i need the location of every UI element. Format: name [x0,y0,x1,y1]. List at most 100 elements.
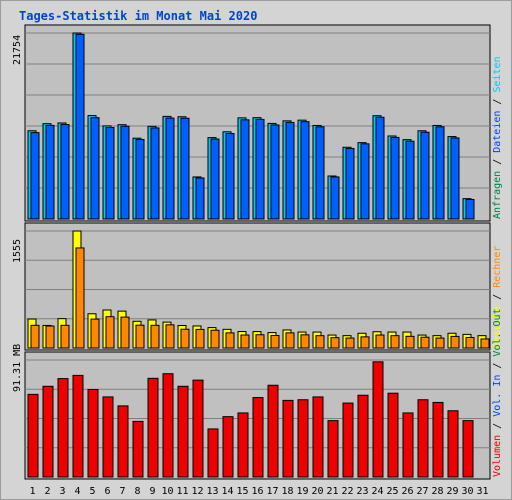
bar-top-dateien-3 [61,125,69,219]
bar-middle-rechner-29 [451,336,459,348]
bar-bottom-volumen-16 [253,398,263,477]
bar-bottom-volumen-17 [268,385,278,477]
x-tick-label-24: 24 [371,486,383,497]
bar-middle-rechner-8 [136,325,144,348]
bar-middle-rechner-22 [346,338,354,348]
bar-top-dateien-2 [46,125,54,219]
bar-middle-rechner-23 [361,337,369,348]
bar-bottom-volumen-12 [193,380,203,477]
bar-middle-rechner-5 [91,319,99,348]
bar-bottom-volumen-15 [238,413,248,477]
legend-separator: / [492,417,503,435]
x-tick-label-16: 16 [251,486,263,497]
x-tick-label-29: 29 [446,486,458,497]
legend-entry: Vol. In [492,375,503,417]
bar-top-dateien-24 [376,117,384,219]
legend-entry: Anfragen [492,171,503,219]
bar-top-dateien-17 [271,125,279,219]
x-tick-label-13: 13 [206,486,218,497]
bar-middle-rechner-14 [226,333,234,348]
bar-bottom-volumen-3 [58,379,68,477]
bar-bottom-volumen-9 [148,378,158,477]
x-tick-label-21: 21 [326,486,338,497]
x-tick-label-30: 30 [461,486,473,497]
bar-bottom-volumen-6 [103,397,113,477]
x-tick-label-12: 12 [191,486,203,497]
bar-middle-rechner-18 [286,333,294,348]
bar-middle-rechner-13 [211,330,219,348]
bar-top-dateien-18 [286,122,294,219]
bar-top-dateien-16 [256,119,264,219]
bar-bottom-volumen-7 [118,406,128,477]
x-tick-label-5: 5 [89,486,95,497]
x-tick-label-31: 31 [476,486,488,497]
x-tick-label-20: 20 [311,486,323,497]
legend-top: Anfragen / Dateien / Seiten [492,56,503,219]
x-tick-label-17: 17 [266,486,278,497]
legend-separator: / [492,153,503,171]
bar-top-dateien-6 [106,128,114,219]
x-tick-label-3: 3 [59,486,65,497]
legend-separator: / [492,93,503,111]
bar-top-dateien-19 [301,122,309,219]
bar-middle-rechner-12 [196,329,204,348]
ymax-label-middle: 1555 [12,239,23,263]
bar-top-dateien-25 [391,137,399,219]
bar-top-dateien-8 [136,139,144,219]
x-tick-label-27: 27 [416,486,428,497]
bar-bottom-volumen-4 [73,375,83,477]
bar-middle-rechner-9 [151,325,159,348]
legend-entry: Rechner [492,246,503,288]
bar-top-dateien-13 [211,139,219,219]
bar-top-dateien-27 [421,132,429,219]
bar-bottom-volumen-24 [373,362,383,477]
bar-bottom-volumen-2 [43,386,53,477]
bar-bottom-volumen-8 [133,421,143,477]
ymax-label-bottom: 91.31 MB [12,344,23,392]
bar-middle-rechner-11 [181,329,189,348]
x-tick-label-11: 11 [176,486,188,497]
x-tick-label-10: 10 [161,486,173,497]
x-tick-label-28: 28 [431,486,443,497]
x-tick-label-6: 6 [104,486,110,497]
bar-top-dateien-30 [466,200,474,219]
bar-top-dateien-7 [121,126,129,219]
bar-top-dateien-5 [91,118,99,219]
bar-middle-rechner-30 [466,337,474,348]
x-tick-label-15: 15 [236,486,248,497]
bar-middle-rechner-26 [406,336,414,348]
bar-middle-rechner-20 [316,336,324,348]
legend-entry: Dateien [492,111,503,153]
bar-middle-rechner-2 [46,326,54,348]
bar-middle-rechner-16 [256,335,264,348]
x-tick-label-4: 4 [74,486,80,497]
bar-middle-rechner-6 [106,317,114,348]
bar-bottom-volumen-27 [418,400,428,477]
x-tick-label-14: 14 [221,486,233,497]
x-tick-label-7: 7 [119,486,125,497]
x-tick-label-1: 1 [29,486,35,497]
x-tick-label-9: 9 [149,486,155,497]
bar-top-dateien-10 [166,118,174,219]
bar-middle-rechner-24 [376,335,384,348]
bar-middle-rechner-27 [421,337,429,348]
x-tick-label-18: 18 [281,486,293,497]
bar-top-dateien-12 [196,178,204,219]
bar-bottom-volumen-29 [448,411,458,477]
legend-separator: / [492,288,503,306]
bar-bottom-volumen-22 [343,403,353,477]
ymax-label-top: 21754 [12,35,23,65]
bar-top-dateien-1 [31,133,39,219]
bar-bottom-volumen-11 [178,386,188,477]
x-tick-label-22: 22 [341,486,353,497]
bar-top-dateien-22 [346,148,354,219]
bar-top-dateien-26 [406,141,414,219]
legend-entry: Seiten [492,56,503,92]
bar-middle-rechner-28 [436,338,444,348]
bar-bottom-volumen-20 [313,397,323,477]
bar-middle-rechner-1 [31,325,39,348]
bar-middle-rechner-4 [76,248,84,348]
x-tick-label-26: 26 [401,486,413,497]
bar-top-dateien-4 [76,34,84,219]
